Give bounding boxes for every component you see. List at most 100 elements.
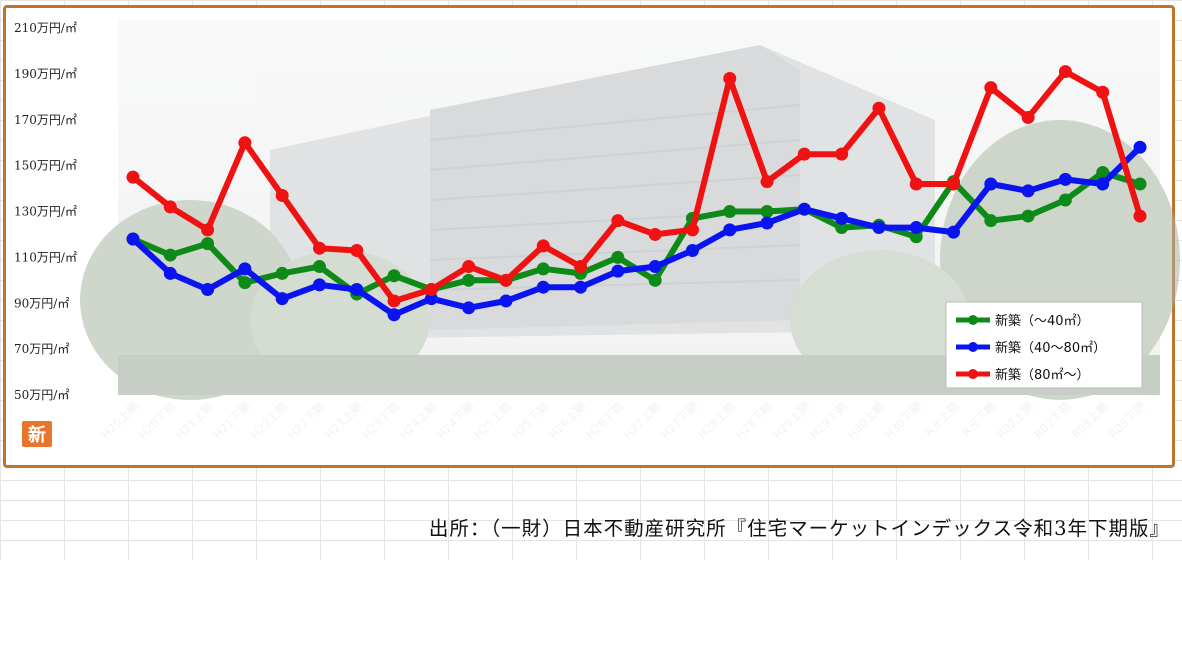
series-layer — [126, 65, 1147, 322]
data-point — [760, 205, 774, 218]
x-tick-label: H23下期 — [360, 399, 403, 442]
line-chart: 210万円/㎡ 190万円/㎡ 170万円/㎡ 150万円/㎡ 130万円/㎡ 110万円… — [14, 20, 1180, 442]
data-point — [723, 205, 737, 218]
data-point — [947, 225, 961, 239]
x-tick-label: H28上期 — [695, 399, 738, 442]
legend-label: 新築（40～80㎡） — [995, 340, 1106, 356]
data-point — [611, 214, 625, 228]
legend-swatch-marker — [968, 369, 978, 379]
x-tick-label: H20上期 — [98, 399, 141, 442]
data-point — [760, 175, 774, 189]
y-tick-label: 130万円/㎡ — [14, 205, 77, 219]
x-tick-label: H27下期 — [658, 399, 701, 442]
y-tick-label: 90万円/㎡ — [14, 296, 69, 310]
data-point — [350, 282, 364, 296]
data-point — [462, 260, 476, 274]
x-tick-label: H30上期 — [844, 399, 887, 442]
data-point — [1133, 140, 1147, 154]
y-tick-label: 70万円/㎡ — [14, 342, 69, 356]
data-point — [611, 250, 625, 264]
legend-entry: 新築（40～80㎡） — [956, 340, 1106, 356]
data-point — [1133, 209, 1147, 223]
data-point — [350, 243, 364, 257]
x-tick-label: H29下期 — [807, 399, 850, 442]
x-tick-label: H24下期 — [434, 399, 477, 442]
series-line — [130, 68, 1143, 304]
data-point — [909, 221, 923, 235]
data-point — [163, 248, 177, 262]
x-tick-label: H27上期 — [621, 399, 664, 442]
x-tick-label: H23上期 — [322, 399, 365, 442]
data-point — [536, 239, 550, 253]
data-point — [238, 276, 252, 290]
x-tick-label: H22上期 — [248, 399, 291, 442]
data-point — [201, 223, 215, 237]
data-point — [462, 273, 476, 287]
data-point — [797, 147, 811, 161]
data-point — [1021, 184, 1035, 198]
data-point — [275, 292, 289, 306]
data-point — [835, 211, 849, 225]
legend-entry: 新築（～40㎡） — [956, 313, 1090, 329]
data-point — [1096, 166, 1110, 180]
data-point — [611, 264, 625, 278]
data-point — [947, 177, 961, 191]
data-point — [163, 200, 177, 214]
x-tick-label: R元上期 — [922, 399, 962, 439]
data-point — [648, 227, 662, 241]
data-point — [536, 280, 550, 294]
x-tick-label: R03上期 — [1069, 399, 1111, 441]
data-point — [1096, 177, 1110, 191]
data-point — [872, 221, 886, 235]
data-point — [126, 232, 140, 246]
x-tick-label: H20下期 — [136, 399, 179, 442]
data-point — [536, 262, 550, 276]
x-tick-label: H29上期 — [770, 399, 813, 442]
y-axis: 210万円/㎡ 190万円/㎡ 170万円/㎡ 150万円/㎡ 130万円/㎡ 110万円… — [14, 21, 77, 402]
data-point — [984, 214, 998, 228]
data-point — [126, 170, 140, 184]
data-point — [312, 241, 326, 255]
data-point — [387, 294, 401, 308]
data-point — [275, 266, 289, 280]
series-line — [130, 144, 1143, 318]
legend-label: 新築（80㎡～） — [995, 367, 1090, 383]
x-tick-label: H26下期 — [583, 399, 626, 442]
x-tick-label: H21下期 — [210, 399, 253, 442]
y-tick-label: 50万円/㎡ — [14, 388, 69, 402]
legend-entry: 新築（80㎡～） — [956, 367, 1090, 383]
x-axis: H20上期H20下期H21上期H21下期H22上期H22下期H23上期H23下期… — [98, 399, 1148, 442]
legend: 新築（～40㎡） 新築（40～80㎡） 新築（80㎡～） — [945, 301, 1143, 389]
legend-label: 新築（～40㎡） — [995, 313, 1090, 329]
x-tick-label: H24上期 — [397, 399, 440, 442]
data-point — [1058, 172, 1072, 186]
series-2 — [126, 140, 1147, 322]
x-tick-label: H22下期 — [285, 399, 328, 442]
y-tick-label: 210万円/㎡ — [14, 21, 77, 35]
data-point — [574, 280, 588, 294]
data-point — [201, 282, 215, 296]
data-point — [1133, 177, 1147, 191]
data-point — [835, 221, 849, 235]
data-point — [499, 273, 513, 287]
data-point — [238, 262, 252, 276]
data-point — [462, 301, 476, 315]
data-point — [648, 260, 662, 274]
legend-swatch-marker — [968, 342, 978, 352]
x-tick-label: R元下期 — [959, 399, 999, 439]
data-point — [574, 260, 588, 274]
y-tick-label: 110万円/㎡ — [14, 250, 77, 264]
data-point — [1021, 110, 1035, 124]
data-point — [648, 273, 662, 287]
x-tick-label: R02上期 — [994, 399, 1036, 441]
data-point — [238, 136, 252, 150]
data-point — [797, 202, 811, 216]
data-point — [312, 260, 326, 274]
data-point — [723, 223, 737, 237]
x-tick-label: H28下期 — [733, 399, 776, 442]
data-point — [201, 237, 215, 251]
data-point — [1058, 193, 1072, 207]
y-tick-label: 190万円/㎡ — [14, 67, 77, 81]
x-tick-label: H26上期 — [546, 399, 589, 442]
data-point — [685, 243, 699, 257]
